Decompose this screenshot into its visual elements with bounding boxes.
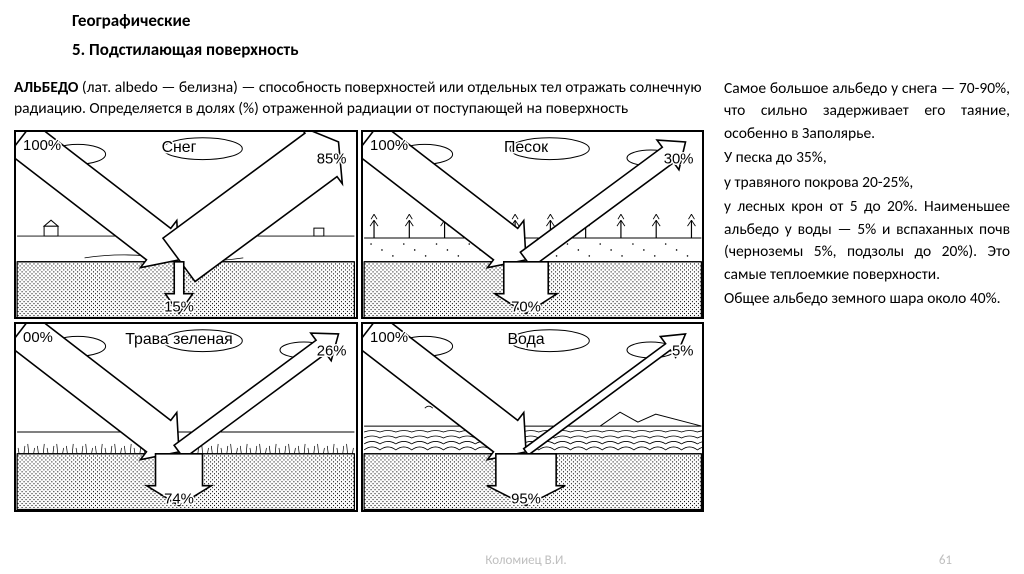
- footer-page-number: 61: [892, 553, 952, 568]
- side-text-line: У песка до 35%,: [724, 147, 1010, 169]
- left-column: АЛЬБЕДО (лат. albedo — белизна) — способ…: [14, 78, 704, 512]
- side-text-line: Общее альбедо земного шара около 40%.: [724, 288, 1010, 310]
- reflected-pct: 5%: [671, 344, 692, 360]
- absorbed-pct: 95%: [511, 492, 541, 508]
- albedo-panels-grid: 100% 85% 15% Снег: [14, 130, 704, 512]
- reflected-pct: 85%: [317, 152, 347, 168]
- definition-body: (лат. albedo — белизна) — способность по…: [14, 78, 702, 118]
- definition-term: АЛЬБЕДО: [14, 78, 78, 97]
- definition-paragraph: АЛЬБЕДО (лат. albedo — белизна) — способ…: [14, 78, 704, 120]
- incoming-pct: 00%: [23, 330, 53, 346]
- absorbed-pct: 15%: [164, 299, 194, 315]
- side-text-line: у лесных крон от 5 до 20%. Наименьшее ал…: [724, 196, 1010, 286]
- reflected-pct: 30%: [663, 152, 693, 168]
- albedo-panel-snow: 100% 85% 15% Снег: [14, 130, 358, 320]
- category-heading: Географические: [72, 10, 1010, 31]
- reflected-pct: 26%: [317, 344, 347, 360]
- absorbed-pct: 74%: [164, 492, 194, 508]
- albedo-panel-sand: 100% 30% 70% Песок: [361, 130, 705, 320]
- albedo-panel-water: 100% 5% 95% Вода: [361, 322, 705, 512]
- content-row: АЛЬБЕДО (лат. albedo — белизна) — способ…: [14, 78, 1010, 512]
- footer-author: Коломиец В.И.: [0, 553, 892, 568]
- panel-label: Снег: [162, 139, 197, 156]
- side-text-line: Самое большое альбедо у снега — 70-90%, …: [724, 78, 1010, 145]
- panel-label: Трава зеленая: [125, 331, 233, 348]
- incoming-pct: 100%: [370, 138, 408, 154]
- side-text-line: у травяного покрова 20-25%,: [724, 172, 1010, 194]
- slide-footer: Коломиец В.И. 61: [0, 553, 1024, 568]
- side-text: Самое большое альбедо у снега — 70-90%, …: [724, 78, 1010, 311]
- panel-label: Вода: [507, 331, 544, 348]
- panel-label: Песок: [503, 139, 548, 156]
- albedo-panel-grass: 00% 26% 74% Трава зеленая: [14, 322, 358, 512]
- incoming-pct: 100%: [23, 138, 61, 154]
- right-column: Самое большое альбедо у снега — 70-90%, …: [724, 78, 1010, 512]
- incoming-pct: 100%: [370, 330, 408, 346]
- section-title: 5. Подстилающая поверхность: [72, 39, 1010, 60]
- absorbed-pct: 70%: [511, 299, 541, 315]
